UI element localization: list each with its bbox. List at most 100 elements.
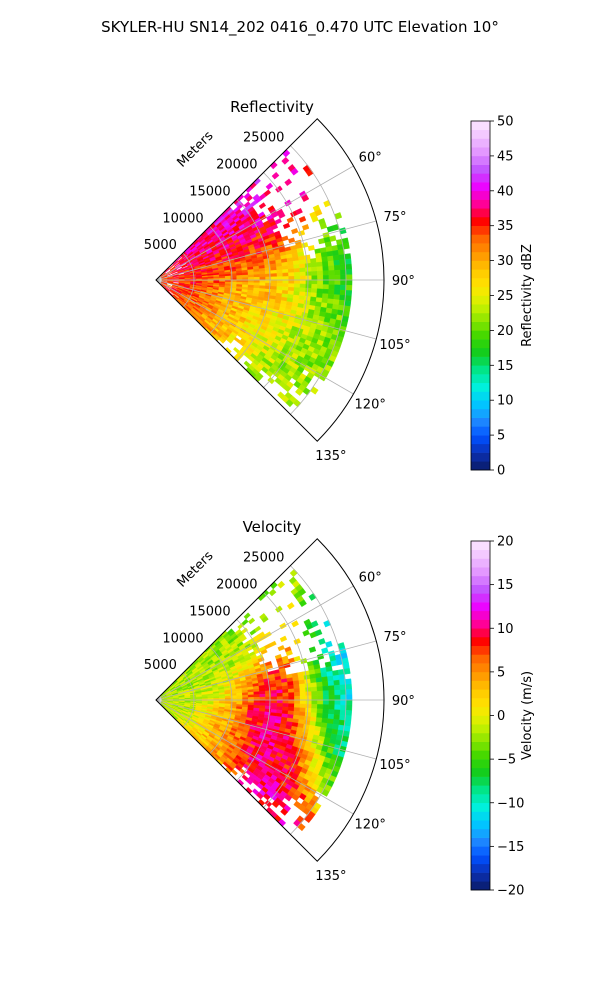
radar-gate (276, 276, 284, 281)
velocity-title: Velocity (243, 518, 302, 536)
radar-gate (276, 283, 284, 288)
radar-gate (334, 274, 341, 281)
colorbar-segment (471, 356, 490, 366)
radar-gate (282, 692, 289, 697)
colorbar-segment (471, 567, 490, 577)
radar-gate (286, 602, 295, 610)
radar-gate (326, 670, 334, 677)
radar-gate (302, 629, 310, 637)
radar-gate (259, 270, 266, 275)
radar-gate (270, 693, 278, 698)
radar-gate (268, 588, 277, 597)
radar-gate (299, 279, 307, 285)
radar-gate (310, 288, 318, 294)
colorbar-segment (471, 155, 490, 165)
colorbar-segment (471, 549, 490, 559)
radar-gate (311, 699, 318, 705)
radar-gate (277, 645, 285, 652)
colorbar-segment (471, 234, 490, 244)
radar-gate (247, 277, 255, 281)
radar-gate (270, 689, 278, 695)
radar-gate (226, 337, 233, 344)
radar-gate (318, 638, 326, 646)
azimuth-spoke (155, 279, 377, 340)
radar-gate (316, 712, 323, 719)
colorbar-segment (471, 330, 490, 340)
colorbar-tick-label: −5 (497, 753, 516, 768)
radar-gate (299, 691, 307, 697)
colorbar-segment (471, 216, 490, 226)
radar-gate (271, 276, 278, 281)
radar-gate (264, 690, 272, 695)
radar-gate (345, 269, 353, 276)
radar-gate (261, 615, 269, 623)
radar-gate (276, 703, 284, 708)
radar-gate (316, 704, 324, 710)
radar-gate (287, 268, 295, 274)
colorbar-segment (471, 593, 490, 603)
colorbar-tick-label: 10 (497, 622, 514, 637)
radar-gate (288, 283, 295, 288)
radar-gate (311, 279, 318, 285)
radar-gate (322, 284, 330, 290)
colorbar-tick-label: −15 (497, 840, 524, 855)
radar-gate (333, 684, 341, 691)
colorbar-segment (471, 304, 490, 314)
radar-gate (247, 694, 255, 698)
radar-gate (316, 292, 323, 299)
colorbar-segment (471, 680, 490, 690)
colorbar-segment (471, 741, 490, 751)
radar-gate (332, 674, 340, 681)
colorbar-segment (471, 347, 490, 357)
colorbar-segment (471, 541, 490, 551)
radar-gate (315, 257, 323, 263)
radar-gate (322, 708, 330, 715)
azimuth-tick-label: 105° (379, 758, 410, 773)
radar-gate (270, 686, 277, 691)
radar-gate (294, 275, 301, 281)
radar-gate (271, 696, 278, 701)
radar-gate (270, 273, 278, 278)
radar-gate (345, 689, 353, 696)
radar-gate (323, 695, 330, 701)
radar-gate (254, 625, 262, 633)
radar-gate (345, 284, 353, 291)
radar-gate (241, 618, 249, 626)
colorbar-segment (471, 855, 490, 865)
radar-gate (311, 703, 318, 709)
colorbar-segment (471, 129, 490, 139)
colorbar-segment (471, 732, 490, 742)
radar-gate (277, 580, 286, 589)
radar-gate (334, 269, 341, 276)
radar-gate (259, 702, 266, 707)
radar-gate (327, 293, 335, 300)
radar-gate (333, 709, 341, 716)
radar-gate (305, 707, 312, 713)
colorbar-segment (471, 295, 490, 305)
radar-gate (314, 209, 323, 217)
radar-gate (271, 171, 280, 180)
radar-gate (265, 273, 272, 278)
colorbar-tick-label: −10 (497, 796, 524, 811)
radar-gate (322, 681, 329, 687)
colorbar-segment (471, 147, 490, 157)
colorbar-tick-label: 50 (497, 115, 514, 130)
radar-gate (259, 276, 266, 281)
colorbar-label: Velocity (m/s) (520, 671, 535, 760)
radar-gate (259, 279, 266, 284)
radar-gate (293, 283, 301, 289)
reflectivity-colorbar: 0 5 10 15 20 25 30 35 40 45 50 Reflectivity dBZ (470, 115, 535, 479)
radar-gate (265, 276, 272, 281)
radar-gate (344, 715, 352, 722)
colorbar-segment (471, 452, 490, 462)
radar-gate (253, 274, 261, 278)
azimuth-tick-label: 135° (315, 449, 346, 464)
azimuth-tick-label: 90° (392, 694, 415, 709)
colorbar-tick-label: 0 (497, 709, 505, 724)
radar-gate (282, 276, 289, 281)
radar-gate (328, 694, 336, 701)
radar-gate (291, 228, 299, 235)
radar-gate (326, 250, 334, 257)
range-tick-label: 5000 (144, 238, 177, 253)
radar-gate (305, 283, 312, 289)
